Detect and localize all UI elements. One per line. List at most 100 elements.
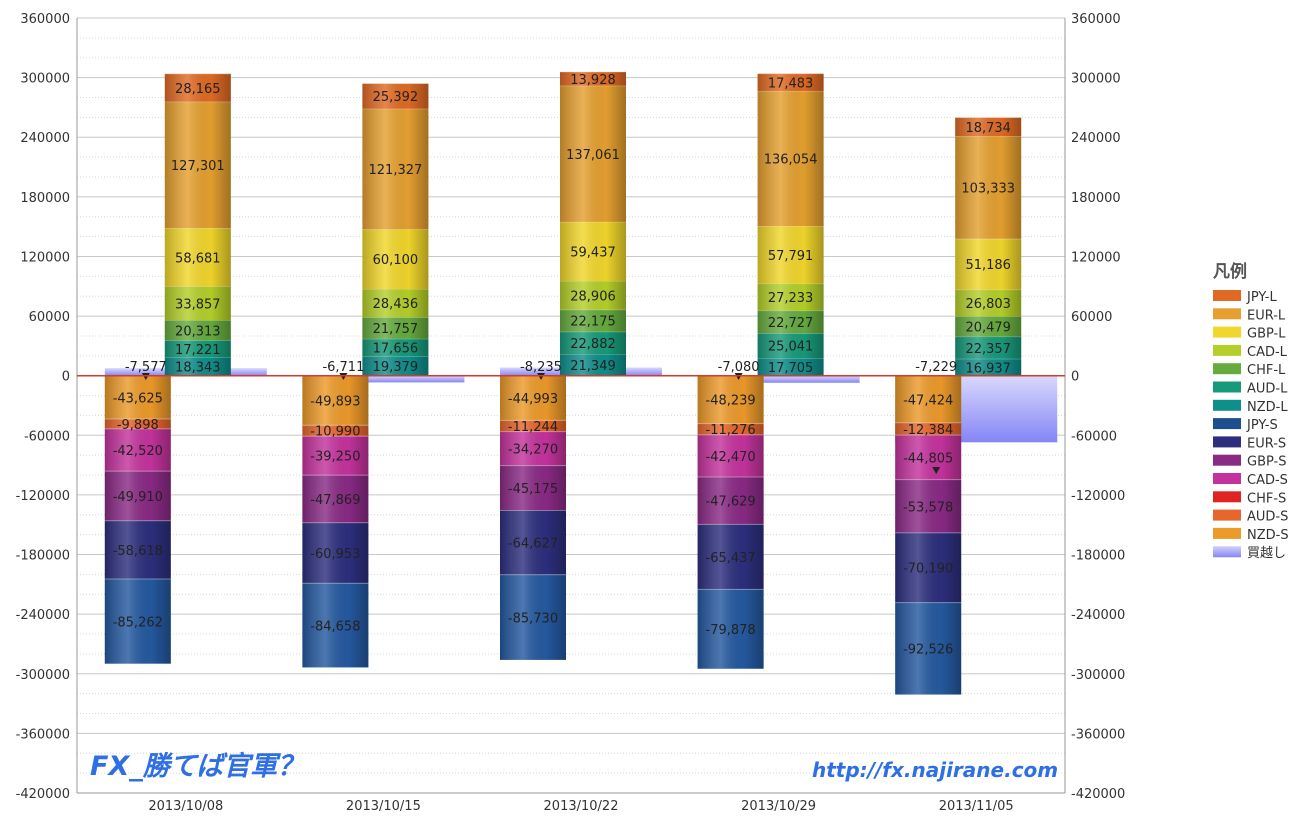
long-data-label: 137,061 — [566, 148, 620, 163]
y-tick-label-right: -420000 — [1071, 787, 1125, 802]
long-data-label: 19,379 — [373, 360, 419, 375]
short-data-label: -11,244 — [508, 420, 558, 435]
y-tick-label-right: -300000 — [1071, 668, 1125, 683]
y-tick-label-left: 300000 — [20, 72, 70, 87]
long-segment-shade — [164, 286, 231, 321]
long-segment-shade — [560, 331, 626, 355]
long-segment-shade — [362, 229, 429, 290]
short-data-label: -92,526 — [903, 643, 953, 658]
short-segment-shade — [302, 475, 369, 523]
y-tick-label-right: 60000 — [1071, 310, 1112, 325]
short-data-label: -34,270 — [508, 443, 558, 458]
long-segment-shade — [362, 356, 429, 376]
long-data-label: 13,928 — [570, 73, 616, 88]
long-data-label: 25,392 — [373, 90, 419, 105]
legend-label: 買越し — [1247, 546, 1286, 561]
y-tick-label-left: 240000 — [20, 131, 70, 146]
y-tick-label-right: -120000 — [1071, 489, 1125, 504]
net-marker — [537, 373, 545, 380]
long-segment-shade — [560, 221, 626, 281]
y-tick-label-right: 120000 — [1071, 250, 1121, 265]
long-data-label: 26,803 — [965, 297, 1011, 312]
long-segment-shade — [362, 338, 429, 357]
long-segment-shade — [164, 320, 231, 341]
short-segment-shade — [500, 574, 566, 660]
y-tick-label-left: -420000 — [16, 787, 70, 802]
long-data-label: 17,221 — [175, 343, 221, 358]
legend-label: JPY-S — [1246, 418, 1278, 433]
net-data-label: -7,229 — [915, 360, 957, 375]
long-data-label: 20,313 — [175, 324, 221, 339]
short-data-label: -65,437 — [706, 551, 756, 566]
y-tick-label-left: -360000 — [16, 727, 70, 742]
long-data-label: 17,705 — [768, 361, 814, 376]
short-segment-shade — [895, 602, 962, 695]
y-tick-label-left: 60000 — [29, 310, 70, 325]
legend-swatch — [1213, 546, 1241, 558]
short-data-label: -53,578 — [903, 500, 953, 515]
y-tick-label-right: 180000 — [1071, 191, 1121, 206]
legend-label: CAD-L — [1247, 345, 1288, 360]
long-segment-shade — [560, 71, 626, 86]
y-tick-label-right: -240000 — [1071, 608, 1125, 623]
long-data-label: 22,882 — [570, 337, 616, 352]
legend-swatch — [1213, 418, 1241, 430]
short-segment-shade — [104, 471, 171, 521]
short-segment-shade — [302, 375, 369, 426]
net-bar-tint — [697, 375, 860, 383]
short-data-label: -47,424 — [903, 393, 953, 408]
short-data-label: -84,658 — [310, 619, 360, 634]
long-data-label: 22,175 — [570, 315, 616, 330]
net-data-label: -7,080 — [718, 360, 760, 375]
long-data-label: 59,437 — [570, 245, 616, 260]
x-tick-label: 2013/10/08 — [148, 799, 223, 814]
legend-title: 凡例 — [1213, 261, 1247, 282]
long-data-label: 60,100 — [373, 253, 419, 268]
x-tick-label: 2013/10/29 — [741, 799, 816, 814]
long-data-label: 33,857 — [175, 297, 221, 312]
legend-label: EUR-S — [1247, 436, 1286, 451]
y-tick-label-right: -360000 — [1071, 727, 1125, 742]
net-marker — [141, 373, 150, 380]
long-segment-shade — [757, 310, 824, 334]
legend-swatch — [1213, 308, 1241, 320]
y-tick-label-left: -60000 — [24, 429, 70, 444]
short-segment-shade — [500, 465, 566, 511]
legend-swatch — [1213, 290, 1241, 301]
y-tick-label-right: -180000 — [1071, 549, 1125, 564]
long-data-label: 28,906 — [570, 289, 616, 304]
long-data-label: 51,186 — [965, 258, 1011, 273]
net-marker — [932, 467, 941, 474]
x-tick-label: 2013/10/15 — [346, 799, 421, 814]
short-segment-shade — [895, 422, 962, 436]
short-segment-shade — [500, 431, 566, 466]
short-data-label: -85,730 — [508, 611, 558, 626]
short-segment-shade — [302, 436, 369, 476]
short-segment-shade — [697, 423, 764, 435]
long-segment-shade — [164, 228, 231, 287]
legend-swatch — [1213, 473, 1241, 484]
short-data-label: -10,990 — [310, 425, 360, 440]
short-data-label: -45,175 — [508, 482, 558, 497]
long-data-label: 127,301 — [171, 159, 225, 174]
legend-label: AUD-L — [1247, 382, 1288, 397]
legend-label: NZD-L — [1247, 400, 1288, 415]
legend-label: GBP-L — [1247, 327, 1286, 342]
y-tick-label-left: 180000 — [20, 191, 70, 206]
long-data-label: 25,041 — [768, 340, 814, 355]
y-tick-label-left: 120000 — [20, 250, 70, 265]
long-segment-shade — [362, 289, 429, 318]
long-segment-shade — [164, 357, 231, 376]
y-tick-label-left: 0 — [62, 370, 70, 385]
legend-label: AUD-S — [1247, 510, 1288, 525]
watermark-right: http://fx.najirane.com — [812, 758, 1058, 782]
short-data-label: -79,878 — [706, 623, 756, 638]
legend-swatch — [1213, 436, 1241, 448]
legend-swatch — [1213, 326, 1241, 338]
long-segment-shade — [757, 90, 824, 227]
short-data-label: -47,869 — [310, 493, 360, 508]
bars-layer — [104, 71, 1058, 695]
short-data-label: -58,618 — [113, 544, 163, 559]
short-segment-shade — [895, 532, 962, 603]
legend-swatch — [1213, 454, 1241, 466]
